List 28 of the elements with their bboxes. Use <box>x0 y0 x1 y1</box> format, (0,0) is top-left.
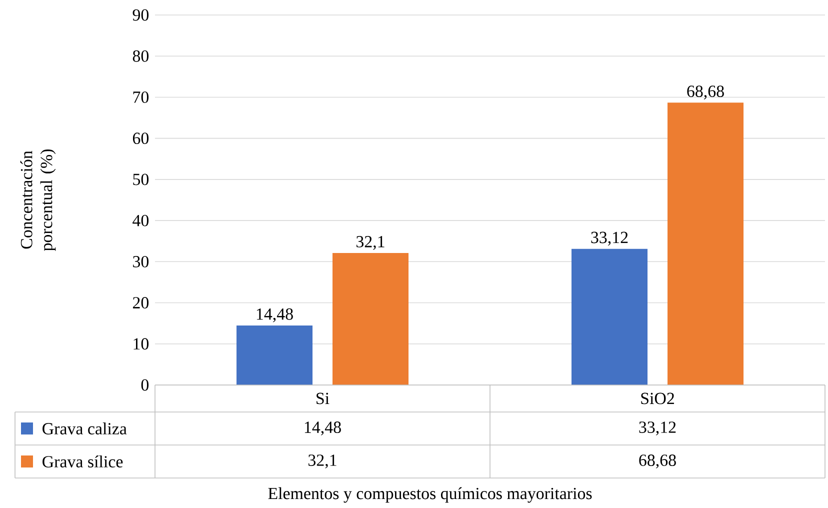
y-tick-label: 30 <box>133 256 149 268</box>
x-tick-label: Si <box>316 392 330 404</box>
y-tick-label: 80 <box>132 50 149 62</box>
bar <box>332 253 409 385</box>
text: 32,1 <box>356 236 384 250</box>
y-tick-label: 90 <box>132 9 149 21</box>
data-label: 32,1 <box>308 454 336 468</box>
bar <box>572 248 648 385</box>
data-label: 68,68 <box>639 454 676 468</box>
x-axis-title: Elementos y compuestos químicos mayoritarios <box>268 487 592 503</box>
legend-label: Grava sílice <box>42 456 123 468</box>
y-tick-label: 0 <box>141 379 149 391</box>
y-tick-label: 60 <box>132 132 149 144</box>
text: 33,12 <box>591 232 628 246</box>
bar <box>236 325 313 385</box>
text: 14,48 <box>256 308 293 322</box>
data-label: 33,12 <box>639 422 676 436</box>
y-tick-label: 50 <box>133 174 149 186</box>
legend-label: Grava caliza <box>42 422 127 434</box>
x-tick-label: SiO2 <box>641 392 674 404</box>
y-tick-label: 40 <box>132 214 149 226</box>
y-tick-label: 10 <box>134 338 149 350</box>
bar <box>668 102 744 385</box>
data-label: 14,48 <box>304 422 341 436</box>
text: 68,68 <box>687 86 724 100</box>
y-axis-title: Concentración porcentual (%) <box>20 149 56 251</box>
y-tick-label: 70 <box>133 91 149 103</box>
y-tick-label: 20 <box>132 297 149 308</box>
